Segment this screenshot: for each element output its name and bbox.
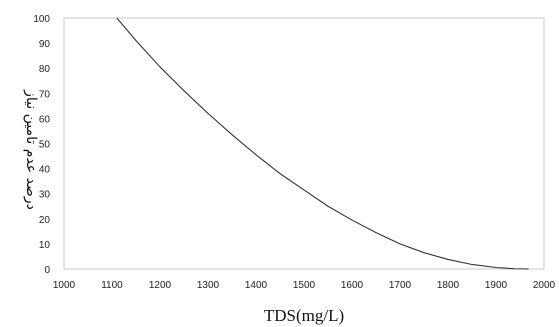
x-tick-label: 1100 — [101, 280, 123, 291]
y-tick-label: 10 — [39, 240, 51, 251]
y-tick-label: 50 — [39, 140, 51, 151]
y-tick-labels: 0 10 20 30 40 50 60 70 80 90 100 — [33, 14, 50, 276]
y-tick-label: 90 — [39, 39, 51, 50]
x-tick-label: 1400 — [245, 280, 268, 291]
x-tick-label: 1000 — [53, 280, 76, 291]
y-tick-label: 70 — [39, 89, 51, 100]
x-tick-label: 1200 — [149, 280, 172, 291]
x-axis-label: TDS(mg/L) — [264, 306, 344, 325]
x-tick-label: 1900 — [485, 280, 508, 291]
y-tick-label: 40 — [39, 165, 51, 176]
x-tick-label: 1800 — [437, 280, 460, 291]
y-tick-label: 20 — [39, 215, 51, 226]
series-line — [116, 17, 529, 270]
y-tick-label: 80 — [39, 64, 51, 75]
x-tick-labels: 1000 1100 1200 1300 1400 1500 1600 1700 1800 1900… — [53, 280, 556, 291]
x-tick-label: 1700 — [389, 280, 412, 291]
y-tick-label: 100 — [33, 14, 50, 25]
y-tick-label: 30 — [39, 190, 51, 201]
y-tick-label: 0 — [44, 265, 50, 276]
x-tick-label: 1600 — [341, 280, 364, 291]
x-tick-label: 1500 — [293, 280, 316, 291]
y-tick-label: 60 — [39, 114, 51, 125]
series-layer — [116, 17, 529, 270]
x-tick-label: 2000 — [533, 280, 556, 291]
plot-area — [63, 17, 545, 270]
y-axis-label: درصد عدم تامین نیاز — [23, 89, 39, 210]
x-tick-label: 1300 — [197, 280, 220, 291]
